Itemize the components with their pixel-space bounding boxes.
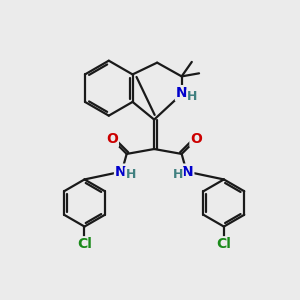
Text: Cl: Cl <box>77 237 92 251</box>
Text: N: N <box>182 165 194 178</box>
Text: O: O <box>190 132 202 146</box>
Text: O: O <box>106 132 118 146</box>
Text: H: H <box>172 168 183 181</box>
Text: Cl: Cl <box>216 237 231 251</box>
Text: H: H <box>187 91 198 103</box>
Text: H: H <box>125 168 136 181</box>
Text: N: N <box>176 86 188 100</box>
Text: N: N <box>115 165 127 178</box>
